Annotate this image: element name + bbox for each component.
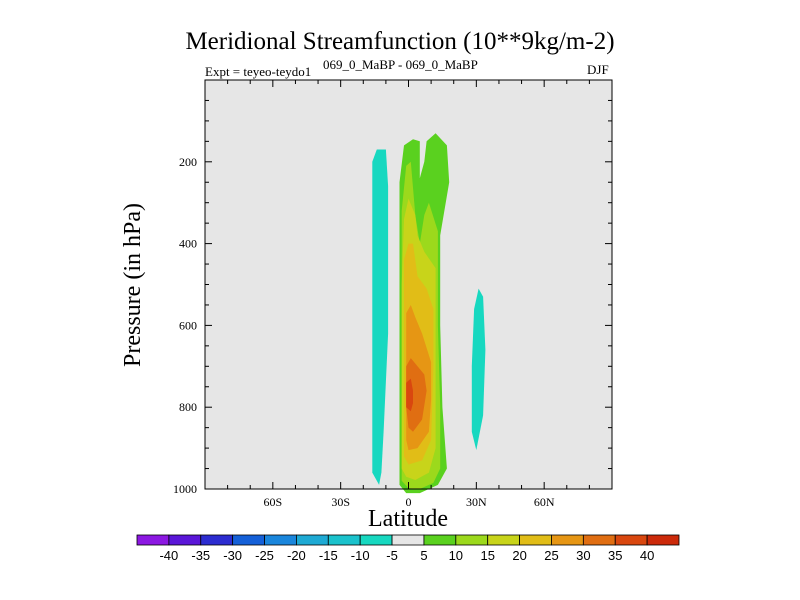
colorbar-label: 30 — [576, 548, 590, 563]
colorbar-box — [327, 534, 361, 546]
colorbar-label: 10 — [449, 548, 463, 563]
colorbar-box — [455, 534, 489, 546]
colorbar-label: -25 — [255, 548, 274, 563]
x-tick-label: 60N — [534, 495, 555, 509]
y-axis-label: Pressure (in hPa) — [120, 203, 146, 367]
colorbar-box — [614, 534, 648, 546]
y-tick-label: 1000 — [173, 482, 197, 496]
colorbar-label: 15 — [480, 548, 494, 563]
y-tick-label: 200 — [179, 155, 197, 169]
colorbar-box — [519, 534, 552, 546]
x-axis-label: Latitude — [368, 506, 448, 532]
period-label: 069_0_MaBP - 069_0_MaBP — [323, 57, 478, 72]
contour-level-30-7 — [406, 358, 427, 432]
chart-title: Meridional Streamfunction (10**9kg/m-2) — [185, 28, 615, 55]
colorbar-box — [487, 534, 520, 546]
colorbar-label: 20 — [512, 548, 526, 563]
colorbar: -40 -35 -30 -25 -20 -15 -10 -5 5 10 15 20 25 30 35 40 — [136, 534, 680, 563]
colorbar-box — [359, 534, 393, 546]
colorbar-label: -20 — [287, 548, 306, 563]
contour-level-neg5-1 — [471, 288, 486, 451]
colorbar-box — [200, 534, 234, 546]
season-label: DJF — [587, 62, 609, 77]
colorbar-label: 25 — [544, 548, 558, 563]
colorbar-label: -30 — [223, 548, 242, 563]
colorbar-label: 35 — [608, 548, 622, 563]
colorbar-box — [136, 534, 170, 546]
x-tick-label: 60S — [263, 495, 282, 509]
contour-layer — [372, 133, 486, 494]
colorbar-box — [551, 534, 584, 546]
y-tick-label: 600 — [179, 318, 197, 332]
colorbar-label: -10 — [351, 548, 370, 563]
x-tick-label: 30S — [331, 495, 350, 509]
x-tick-label: 0 — [406, 495, 412, 509]
colorbar-label: -15 — [319, 548, 338, 563]
colorbar-box — [168, 534, 202, 546]
y-axis: 200 400 600 800 1000 — [173, 99, 612, 496]
experiment-label: Expt = teyeo-teydo1 — [205, 64, 312, 79]
colorbar-label: 40 — [640, 548, 654, 563]
contour-level-neg5-0 — [372, 149, 389, 485]
colorbar-box — [232, 534, 265, 546]
colorbar-label: -5 — [386, 548, 398, 563]
colorbar-label: -40 — [159, 548, 178, 563]
colorbar-box — [296, 534, 329, 546]
colorbar-box — [391, 534, 425, 546]
colorbar-label: 5 — [420, 548, 427, 563]
colorbar-box — [582, 534, 616, 546]
y-tick-label: 400 — [179, 237, 197, 251]
x-axis: 60S 30S 0 30N 60N — [227, 80, 590, 509]
colorbar-box — [423, 534, 457, 546]
x-tick-label: 30N — [466, 495, 487, 509]
colorbar-box — [264, 534, 297, 546]
contour-level-35-8 — [406, 378, 413, 412]
y-tick-label: 800 — [179, 400, 197, 414]
colorbar-label: -35 — [191, 548, 210, 563]
colorbar-box — [646, 534, 680, 546]
